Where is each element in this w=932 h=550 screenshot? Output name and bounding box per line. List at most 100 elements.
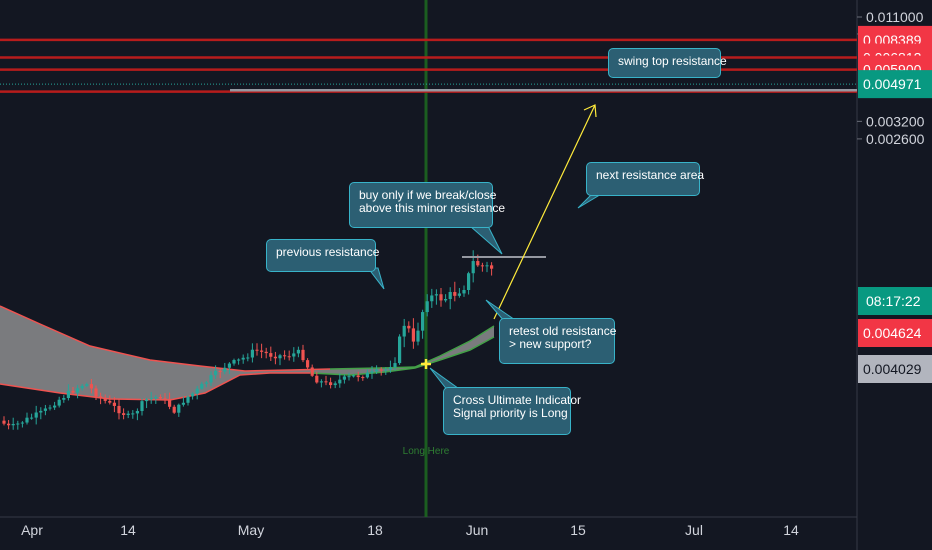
candle-body xyxy=(421,312,425,331)
candle-body xyxy=(2,420,6,424)
candle-body xyxy=(117,405,121,414)
candle-body xyxy=(227,363,231,368)
candle-body xyxy=(306,360,310,368)
candle-body xyxy=(71,390,75,393)
candle-body xyxy=(444,299,448,301)
candle-body xyxy=(375,369,379,372)
candle-body xyxy=(407,325,411,329)
annotation-next-resistance-area: next resistance area xyxy=(586,162,704,196)
candle-body xyxy=(324,381,328,383)
candle-body xyxy=(62,398,66,400)
candle-body xyxy=(356,375,360,378)
candle-body xyxy=(112,402,116,406)
candle-body xyxy=(30,417,34,419)
candle-body xyxy=(145,399,149,402)
candle-body xyxy=(158,397,162,399)
candle-body xyxy=(135,411,139,414)
candle-body xyxy=(370,371,374,373)
price-badge-current-text: 0.004971 xyxy=(863,76,922,92)
annotation-retest-support: retest old resistance > new support? xyxy=(499,318,616,364)
candle-body xyxy=(471,261,475,274)
candle-body xyxy=(103,398,107,401)
candle-body xyxy=(273,356,277,359)
y-tick-label: 0.002600 xyxy=(866,131,925,147)
candle-body xyxy=(250,349,254,358)
x-tick-label: 14 xyxy=(120,522,136,538)
projection-arrow-line xyxy=(493,104,596,320)
candle-body xyxy=(108,400,112,403)
candle-body xyxy=(310,367,314,376)
candle-body xyxy=(11,423,15,426)
candle-body xyxy=(122,413,126,415)
candle-body xyxy=(361,377,365,379)
y-tick-label: 0.003200 xyxy=(866,113,925,129)
projection-arrow-head xyxy=(583,104,597,118)
candle-body xyxy=(99,396,103,399)
x-tick-label: May xyxy=(238,522,264,538)
candle-body xyxy=(163,398,167,400)
candle-body xyxy=(232,360,236,364)
candle-body xyxy=(16,423,20,425)
candle-body xyxy=(480,265,484,267)
x-tick-label: Jul xyxy=(685,522,703,538)
candle-body xyxy=(402,325,406,337)
candle-body xyxy=(200,383,204,389)
candle-body xyxy=(80,385,84,389)
candle-body xyxy=(85,384,89,386)
price-badge-current xyxy=(858,70,932,99)
plot-area xyxy=(0,0,857,517)
candle-body xyxy=(319,381,323,383)
candle-body xyxy=(177,404,181,413)
annotation-cross-indicator: Cross Ultimate Indicator Signal priority… xyxy=(443,387,581,435)
candle-body xyxy=(53,405,57,408)
ma-upper-line-red xyxy=(0,305,331,372)
candle-body xyxy=(241,357,245,360)
candle-body xyxy=(209,375,213,383)
cross-signal-marker xyxy=(421,359,431,369)
candle-body xyxy=(430,295,434,302)
price-badge-support-text: 0.004029 xyxy=(863,361,922,377)
candle-body xyxy=(388,367,392,370)
candle-body xyxy=(393,363,397,368)
candle-body xyxy=(76,388,80,393)
candle-body xyxy=(126,413,130,415)
candle-body xyxy=(352,375,356,377)
price-badge-4624 xyxy=(858,319,932,347)
candle-body xyxy=(462,290,466,294)
candle-body xyxy=(416,330,420,342)
candle-body xyxy=(301,349,305,361)
candle-body xyxy=(398,336,402,364)
countdown-badge xyxy=(858,287,932,315)
x-tick-label: Jun xyxy=(466,522,489,538)
candle-body xyxy=(365,372,369,378)
candle-body xyxy=(315,375,319,383)
candle-body xyxy=(204,382,208,384)
candle-body xyxy=(411,328,415,342)
candle-body xyxy=(140,401,144,412)
candle-body xyxy=(39,410,43,413)
x-tick-label: 15 xyxy=(570,522,586,538)
y-tick-label: 0.011000 xyxy=(866,9,924,25)
candle-body xyxy=(223,367,227,372)
annotation-buy-condition: buy only if we break/close above this mi… xyxy=(349,182,505,228)
candle-body xyxy=(195,388,199,394)
candle-body xyxy=(485,265,489,267)
candle-body xyxy=(260,350,264,352)
candle-body xyxy=(214,370,218,376)
candle-body xyxy=(434,294,438,296)
candle-body xyxy=(66,390,70,399)
ma-ribbon-fill xyxy=(0,306,494,400)
candle-body xyxy=(425,301,429,313)
candle-body xyxy=(467,273,471,291)
candle-body xyxy=(181,402,185,405)
candle-body xyxy=(329,382,333,386)
candle-body xyxy=(269,353,273,357)
candle-body xyxy=(333,383,337,386)
candle-body xyxy=(283,355,287,357)
price-badge-support xyxy=(858,355,932,383)
candle-body xyxy=(453,292,457,296)
candle-body xyxy=(149,398,153,400)
candle-body xyxy=(296,349,300,354)
candle-body xyxy=(131,413,135,415)
